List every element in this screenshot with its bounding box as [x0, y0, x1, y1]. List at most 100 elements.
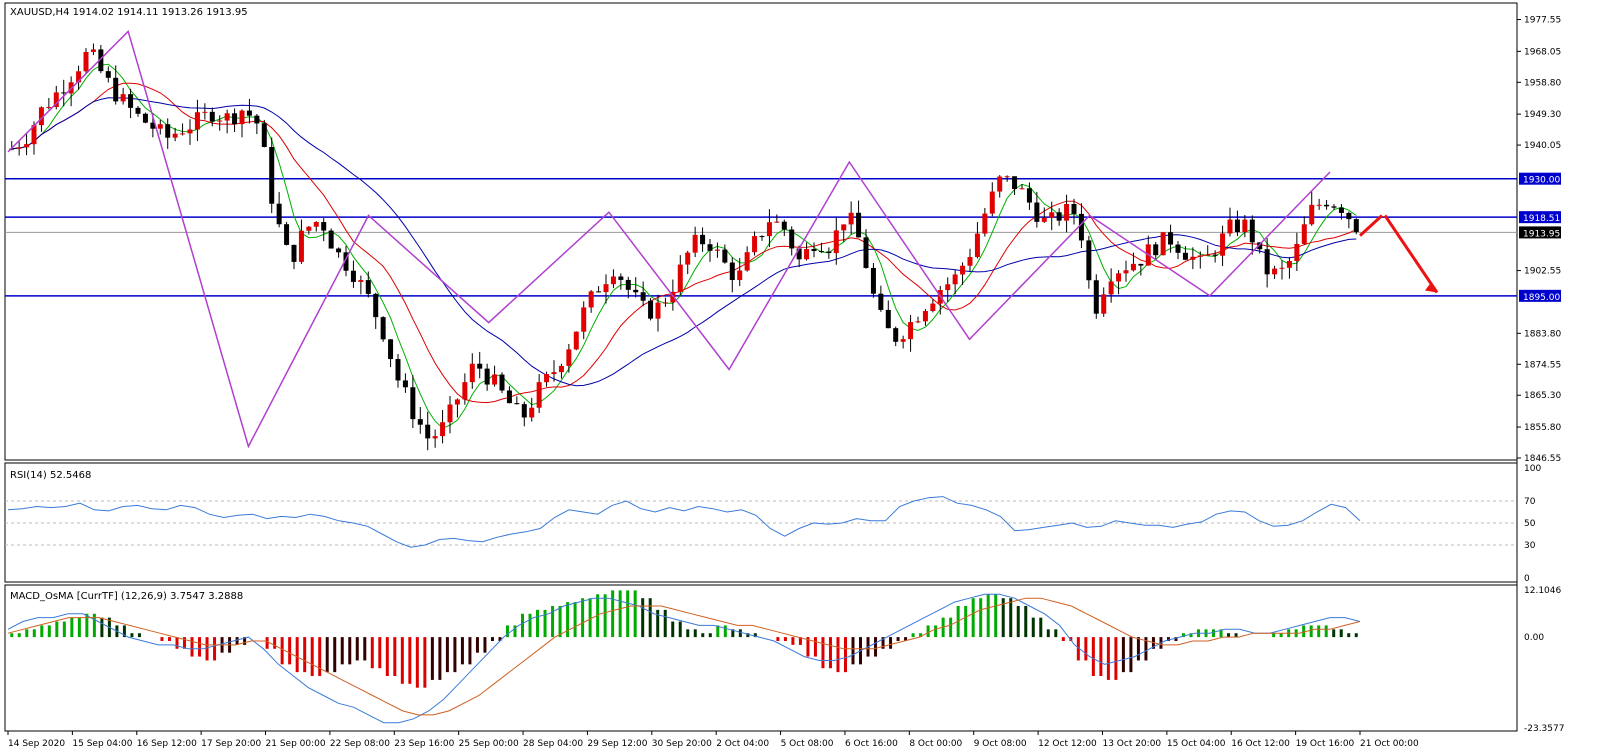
candle-body — [1182, 252, 1188, 260]
candle — [1012, 176, 1018, 196]
candle — [1279, 260, 1285, 280]
candle — [581, 301, 587, 340]
candle — [982, 207, 988, 237]
candle-body — [1041, 217, 1047, 222]
symbol-header: XAUUSD,H4 1914.02 1914.11 1913.26 1913.9… — [10, 7, 248, 18]
candle-body — [744, 252, 750, 271]
candle — [172, 127, 178, 142]
candle-body — [83, 51, 89, 72]
time-tick-label: 30 Sep 20:00 — [652, 739, 712, 749]
candle — [180, 123, 186, 136]
candle-body — [930, 303, 936, 311]
macd-tick-label: -23.3577 — [1524, 724, 1564, 734]
candle-body — [1249, 219, 1255, 243]
candle — [551, 360, 557, 382]
candle-body — [521, 404, 527, 418]
candle-body — [1212, 254, 1218, 256]
candle-body — [1086, 240, 1092, 281]
candle — [1338, 203, 1344, 220]
candle-body — [180, 133, 186, 135]
candle-body — [922, 310, 928, 322]
level-tag-text-0: 1930.00 — [1523, 176, 1560, 186]
candle-body — [908, 322, 914, 340]
candle — [105, 66, 111, 83]
candle — [224, 109, 230, 134]
candle-body — [90, 49, 96, 52]
candle — [789, 226, 795, 256]
candle-body — [692, 234, 698, 253]
price-tick-label: 1902.55 — [1524, 267, 1561, 277]
candle-body — [662, 302, 668, 304]
candle — [120, 87, 126, 105]
price-tick-label: 1855.80 — [1524, 423, 1561, 433]
candle — [157, 119, 163, 135]
candle-body — [655, 302, 661, 319]
candle — [484, 363, 490, 391]
candle-body — [893, 328, 899, 342]
candle-body — [759, 236, 765, 238]
candle-body — [1064, 204, 1070, 221]
candle — [856, 200, 862, 238]
candle — [640, 281, 646, 307]
candle — [306, 226, 312, 235]
candle — [343, 245, 349, 277]
candle — [1212, 250, 1218, 263]
candle-body — [1197, 255, 1203, 257]
candle — [826, 247, 832, 259]
candle-body — [150, 122, 156, 129]
candle — [952, 269, 958, 295]
candle — [863, 229, 869, 269]
candle-body — [878, 293, 884, 310]
candle-body — [1190, 256, 1196, 260]
candle — [24, 132, 30, 156]
candle-body — [1026, 188, 1032, 203]
candle-body — [365, 280, 371, 294]
candle-body — [447, 404, 453, 423]
candle — [1130, 252, 1136, 272]
signal-line — [7, 597, 1361, 716]
candle-body — [336, 248, 342, 253]
candle-body — [350, 270, 356, 282]
candle — [937, 285, 943, 315]
rsi-label: RSI(14) 52.5468 — [10, 470, 91, 481]
candle — [1086, 235, 1092, 289]
candle-body — [343, 252, 349, 271]
candle-body — [373, 293, 379, 318]
time-tick-label: 5 Oct 08:00 — [781, 739, 834, 749]
candle-body — [1324, 204, 1330, 207]
rsi-line — [7, 496, 1361, 548]
candle — [677, 255, 683, 296]
candle — [558, 363, 564, 379]
candle-body — [98, 49, 104, 72]
price-tick-label: 1865.30 — [1524, 391, 1561, 401]
candle — [967, 248, 973, 272]
candle-body — [313, 222, 319, 227]
candle-body — [261, 123, 267, 147]
candle — [752, 231, 758, 256]
macd-panel[interactable] — [4, 584, 1518, 732]
candle-body — [484, 368, 490, 385]
candle — [492, 365, 498, 387]
candle-body — [707, 244, 713, 251]
candle — [1309, 191, 1315, 226]
candle — [350, 260, 356, 288]
candle — [440, 409, 446, 444]
candle — [506, 386, 512, 404]
candle-body — [254, 115, 260, 124]
candle-body — [596, 291, 602, 293]
candle — [209, 107, 215, 127]
candle — [1346, 211, 1352, 229]
candle-body — [380, 317, 386, 340]
candle-body — [1205, 254, 1211, 256]
candle-body — [1123, 270, 1129, 274]
time-tick-label: 29 Sep 12:00 — [587, 739, 647, 749]
candle-body — [945, 284, 951, 291]
candle-body — [514, 403, 520, 405]
candle — [596, 286, 602, 293]
candle — [588, 289, 594, 313]
candle-body — [135, 107, 141, 114]
time-tick-label: 28 Sep 04:00 — [523, 739, 583, 749]
candle-body — [863, 237, 869, 268]
